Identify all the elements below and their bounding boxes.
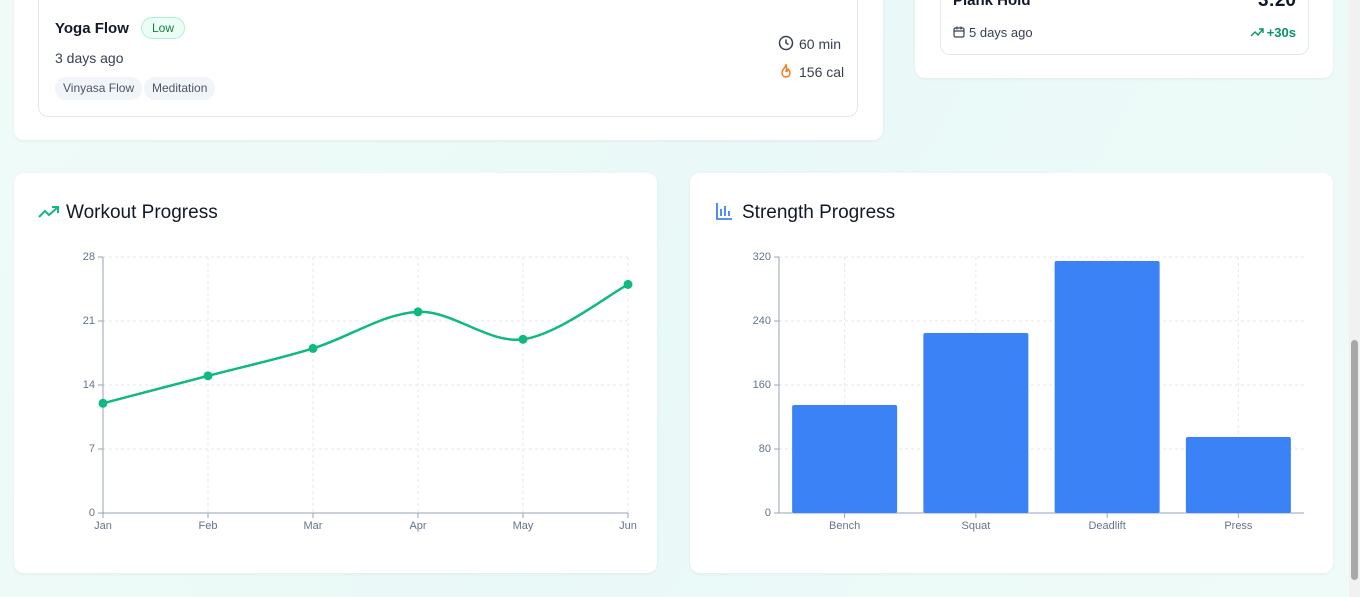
point: [98, 398, 108, 408]
point: [413, 307, 423, 317]
record-date: 5 days ago: [969, 25, 1033, 40]
point: [623, 279, 633, 289]
bar-chart-icon: [716, 203, 732, 220]
tag: Vinyasa Flow: [55, 77, 143, 100]
tag: Meditation: [144, 77, 216, 100]
bar: [923, 333, 1029, 513]
trend-icon: [1250, 28, 1264, 37]
x-tick-label: Bench: [829, 520, 860, 532]
point: [518, 334, 528, 344]
flame-icon: [781, 63, 791, 78]
x-tick-label: Mar: [304, 520, 323, 532]
trend-icon: [38, 206, 59, 218]
bar: [792, 405, 898, 513]
point: [308, 343, 318, 353]
x-tick-label: Press: [1224, 520, 1253, 532]
scrollbar-thumb[interactable]: [1351, 340, 1358, 580]
y-tick-label: 160: [753, 379, 771, 391]
y-tick-label: 0: [89, 507, 95, 519]
x-tick-label: Apr: [409, 520, 426, 532]
clock-icon: [778, 35, 794, 51]
x-tick-label: Jun: [619, 520, 637, 532]
point: [203, 371, 213, 381]
x-tick-label: Squat: [962, 520, 991, 532]
intensity-badge: Low: [141, 17, 186, 39]
chart-title: Strength Progress: [742, 202, 895, 223]
chart-title: Workout Progress: [66, 202, 218, 223]
record-item: Plank Hold 3:20 5 days ago +30s: [940, 0, 1309, 55]
y-tick-label: 14: [83, 379, 95, 391]
x-tick-label: Deadlift: [1088, 520, 1125, 532]
y-tick-label: 240: [753, 315, 771, 327]
record-value: 3:20: [1257, 0, 1296, 11]
chart: Workout Progress 0 7 14 21 28 Jan Feb Mar Apr May…: [38, 202, 637, 532]
calories: 156 cal: [799, 64, 845, 80]
calendar-icon: [953, 26, 965, 38]
recent-workouts-card: Yoga Flow Low 3 days ago Vinyasa Flow Me…: [14, 0, 883, 140]
scrollbar[interactable]: [1349, 0, 1360, 597]
workout-title: Yoga Flow: [55, 20, 129, 37]
x-tick-label: Feb: [199, 520, 218, 532]
y-tick-label: 320: [753, 251, 771, 263]
bar: [1185, 437, 1291, 513]
y-tick-label: 0: [765, 507, 771, 519]
line: [102, 283, 629, 405]
chart-card: Strength Progress 0 80 160 240 320 Bench Squat…: [690, 173, 1333, 573]
y-tick-label: 7: [89, 443, 95, 455]
x-tick-label: May: [513, 520, 534, 532]
workout-item[interactable]: Yoga Flow Low 3 days ago Vinyasa Flow Me…: [38, 0, 858, 117]
y-tick-label: 80: [759, 443, 771, 455]
bar: [1054, 261, 1160, 513]
chart: Strength Progress 0 80 160 240 320 Bench Squat…: [716, 202, 1304, 532]
records-card: Plank Hold 3:20 5 days ago +30s: [915, 0, 1333, 78]
y-tick-label: 21: [83, 315, 95, 327]
y-tick-label: 28: [83, 251, 95, 263]
duration: 60 min: [799, 36, 842, 52]
record-change: +30s: [1266, 25, 1296, 40]
record-title: Plank Hold: [953, 0, 1031, 9]
chart-card: Workout Progress 0 7 14 21 28 Jan Feb Mar Apr May…: [14, 173, 657, 573]
workout-date: 3 days ago: [55, 50, 124, 66]
x-tick-label: Jan: [94, 520, 112, 532]
